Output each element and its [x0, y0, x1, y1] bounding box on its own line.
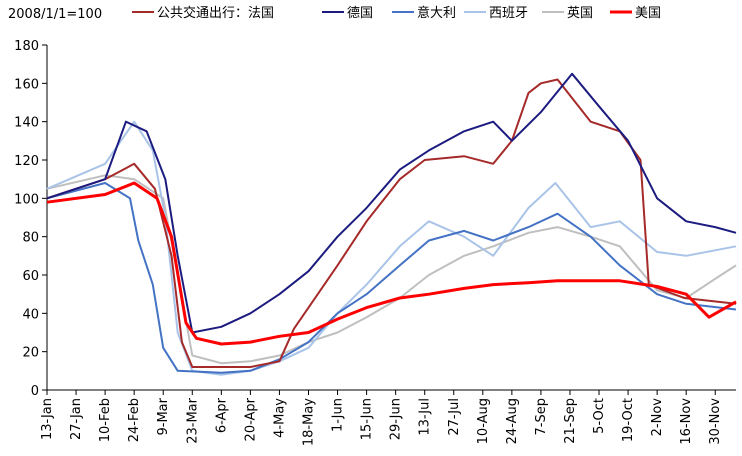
x-tick-label: 30-Nov: [708, 398, 723, 445]
y-tick-label: 120: [14, 154, 39, 169]
series-line-0: [46, 78, 737, 368]
legend-label: 德国: [347, 6, 373, 21]
x-tick-label: 10-Feb: [98, 398, 113, 442]
x-tick-label: 10-Aug: [476, 398, 491, 444]
x-tick-label: 7-Sep: [534, 398, 549, 435]
x-tick-label: 2-Nov: [650, 398, 665, 437]
x-axis: 13-Jan 27-Jan 10-Feb 24-Feb 9-Mar 23-Mar 6-Apr…: [40, 389, 736, 446]
y-axis: 0 20 40 60 80 100 120 140 160 180: [14, 39, 48, 399]
series-line-2: [46, 182, 737, 374]
x-tick-label: 20-Apr: [243, 397, 258, 441]
legend-label: 西班牙: [489, 6, 528, 21]
x-tick-label: 13-Jan: [40, 398, 55, 440]
y-tick-label: 160: [14, 77, 39, 92]
y-tick-label: 0: [31, 384, 39, 399]
x-tick-label: 16-Nov: [679, 398, 694, 445]
x-tick-label: 15-Jun: [360, 398, 375, 440]
x-tick-label: 19-Oct: [621, 398, 636, 442]
x-tick-label: 27-Jul: [447, 398, 462, 436]
x-tick-label: 9-Mar: [156, 397, 171, 435]
x-tick-label: 13-Jul: [418, 398, 433, 436]
unit-label: 2008/1/1=100: [8, 7, 102, 22]
y-tick-label: 140: [14, 116, 39, 131]
x-tick-label: 1-Jun: [331, 398, 346, 432]
x-tick-label: 23-Mar: [185, 397, 200, 443]
y-tick-label: 40: [22, 307, 39, 322]
x-tick-label: 21-Sep: [563, 398, 578, 444]
x-tick-label: 5-Oct: [592, 398, 607, 434]
legend-label: 英国: [567, 6, 593, 21]
y-tick-label: 80: [22, 231, 39, 246]
y-tick-label: 100: [14, 192, 39, 207]
series-line-4: [46, 174, 737, 365]
y-tick-label: 20: [22, 346, 39, 361]
series-line-1: [46, 72, 737, 334]
series-line-3: [46, 120, 737, 376]
legend-label: 公共交通出行：法国: [157, 5, 274, 21]
x-tick-label: 4-May: [272, 398, 287, 438]
legend: 公共交通出行：法国 德国 意大利 西班牙 英国 美国: [132, 5, 661, 21]
x-tick-label: 24-Feb: [127, 398, 142, 442]
y-tick-label: 180: [14, 39, 39, 54]
x-tick-label: 27-Jan: [69, 398, 84, 440]
x-tick-label: 18-May: [301, 398, 316, 446]
legend-label: 美国: [635, 6, 661, 21]
x-tick-label: 24-Aug: [505, 398, 520, 444]
plot-area: [46, 72, 737, 376]
x-tick-label: 29-Jun: [389, 398, 404, 440]
x-tick-label: 6-Apr: [214, 397, 229, 433]
y-tick-label: 60: [22, 269, 39, 284]
series-line-5: [46, 181, 737, 346]
legend-label: 意大利: [417, 5, 456, 21]
